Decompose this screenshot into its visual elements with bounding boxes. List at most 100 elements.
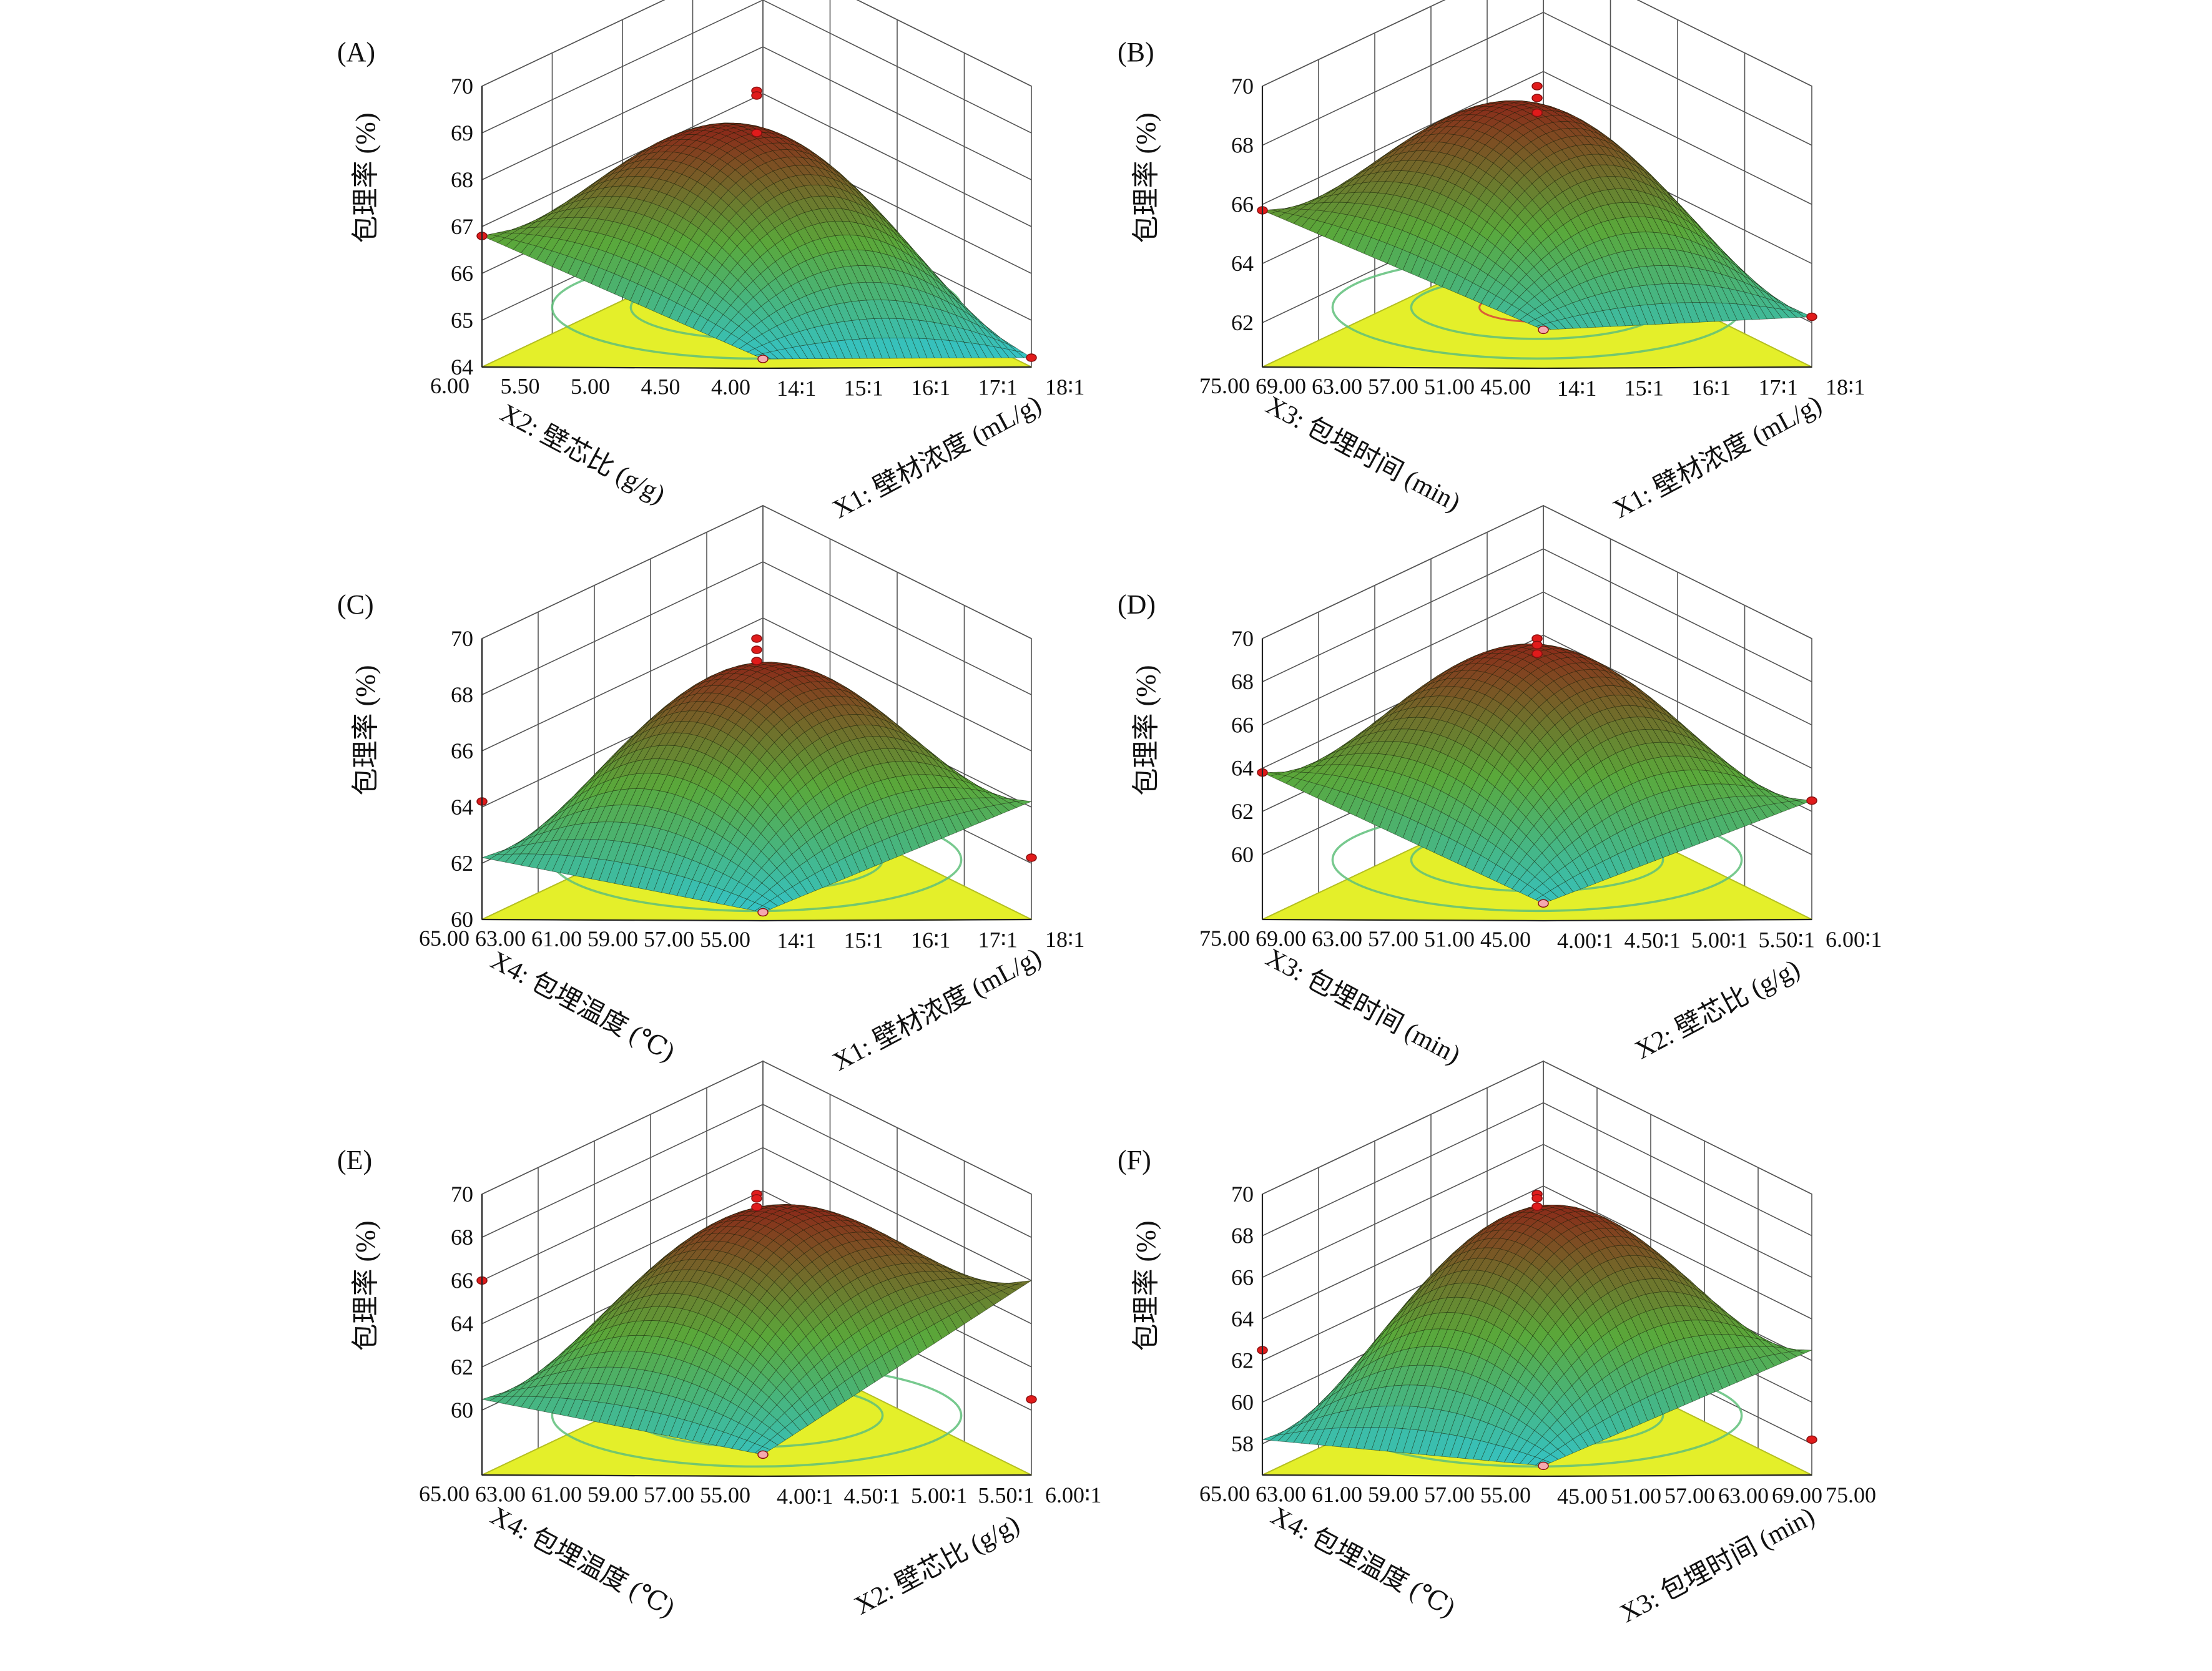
z-tick-label: 69 (451, 120, 473, 145)
design-point (1531, 108, 1543, 117)
z-tick-label: 65 (451, 308, 473, 333)
surface-plot: 626466687045.0051.0057.0063.0069.0075.00… (1118, 0, 1865, 524)
z-axis-title: 包理率 (%) (1131, 113, 1161, 243)
z-tick-label: 70 (1231, 74, 1254, 99)
design-points (476, 86, 1037, 363)
z-tick-label: 68 (1231, 133, 1254, 158)
design-point (1531, 94, 1543, 102)
panel-label: (A) (337, 37, 375, 67)
z-tick-label: 68 (451, 682, 473, 707)
right-axis-tick-label: 14∶1 (777, 928, 816, 953)
left-axis-tick-label: 55.00 (700, 927, 750, 952)
design-point (1531, 82, 1543, 91)
design-point (1538, 325, 1549, 335)
z-tick-label: 60 (451, 907, 473, 932)
z-gridline (1262, 71, 1812, 205)
left-axis-tick-label: 51.00 (1424, 375, 1475, 399)
left-axis-tick-label: 63.00 (1312, 374, 1362, 399)
design-point (757, 355, 769, 363)
right-axis-tick-label: 15∶1 (844, 928, 883, 953)
z-tick-label: 64 (451, 355, 473, 380)
z-tick-label: 64 (451, 795, 473, 820)
left-axis-tick-label: 6.00 (430, 373, 469, 398)
right-axis-tick-label: 16∶1 (911, 375, 950, 400)
right-axis-tick-label: 14∶1 (1557, 376, 1596, 401)
right-axis-title: X1: 壁材浓度 (mL/g) (828, 943, 1046, 1077)
z-gridline (1262, 11, 1812, 146)
z-tick-label: 66 (451, 261, 473, 286)
floor-axes (1262, 366, 1812, 370)
z-gridline (481, 0, 1032, 87)
left-axis-tick-label: 59.00 (587, 926, 638, 951)
right-axis-tick-label: 17∶1 (1759, 375, 1798, 400)
right-axis-tick-label: 17∶1 (978, 928, 1018, 953)
z-gridline (481, 93, 1032, 227)
left-axis-title: X2: 壁芯比 (g/g) (496, 399, 670, 510)
surface-panel: 64 65 66 67 68 69 70 4.00 4.50 5.00 5.50 6.00 14∶1 15… (337, 0, 1086, 562)
right-axis-title: X1: 壁材浓度 (mL/g) (828, 390, 1046, 524)
left-axis-tick-label: 57.00 (1368, 374, 1418, 399)
panel-label: (B) (1118, 37, 1154, 67)
floor-axes (481, 918, 1032, 922)
response-surface (1262, 644, 1812, 904)
response-surface (1262, 100, 1812, 330)
design-point (751, 91, 762, 100)
surface-plot: 64 65 66 67 68 69 70 4.00 4.50 5.00 5.50 6.00 14∶1 15… (337, 0, 1084, 524)
right-axis-tick-label: 18∶1 (1045, 375, 1084, 399)
design-point (1026, 353, 1037, 362)
z-tick-label: 66 (451, 738, 473, 763)
right-axis-tick-label: 17∶1 (978, 375, 1018, 400)
z-tick-label: 66 (1231, 192, 1254, 217)
right-axis-tick-label: 15∶1 (1625, 376, 1664, 401)
z-tick-label: 62 (1231, 310, 1254, 335)
design-point (751, 657, 762, 665)
design-point (757, 908, 769, 917)
left-axis-tick-label: 5.50 (501, 374, 540, 399)
left-axis-tick-label: 63.00 (475, 926, 526, 951)
right-axis-tick-label: 18∶1 (1826, 375, 1865, 399)
left-axis-tick-label: 65.00 (419, 926, 469, 951)
z-tick-label: 62 (451, 851, 473, 876)
design-point (1806, 312, 1817, 321)
z-gridline (481, 0, 1032, 134)
z-gridline (1262, 634, 1812, 769)
left-axis-tick-label: 4.00 (711, 375, 750, 399)
design-point (751, 129, 762, 137)
z-tick-label: 70 (451, 74, 473, 99)
surface-plot: 60626466687045.0051.0057.0063.0069.0075.… (1118, 504, 1882, 1070)
z-gridline (1262, 505, 1812, 639)
z-gridline (481, 561, 1032, 695)
left-axis-title: X3: 包埋时间 (min) (1261, 391, 1465, 517)
panel-label: (C) (337, 589, 374, 620)
z-gridline (1262, 0, 1812, 87)
z-gridline (481, 505, 1032, 639)
surface-panel: 62 64 66 68 70 45.00 51.00 57.00 63.00 69.00 75.00… (1118, 0, 1867, 562)
floor-axes (481, 366, 1032, 370)
left-axis-tick-label: 45.00 (1480, 375, 1531, 399)
response-surface (481, 122, 1033, 360)
surface-plot: 60626466687055.0057.0059.0061.0063.0065.… (337, 504, 1084, 1077)
left-axis-title: X4: 包埋温度 (℃) (486, 946, 679, 1067)
design-point (751, 634, 762, 643)
surface-panel: 60 62 64 66 68 70 45.00 51.00 57.00 63.00 69.00 75.… (1118, 504, 1882, 1114)
right-axis-tick-label: 14∶1 (777, 376, 816, 401)
right-axis-tick-label: 16∶1 (911, 928, 950, 953)
z-gridline (1262, 591, 1812, 726)
z-gridline (481, 617, 1032, 752)
right-axis-tick-label: 15∶1 (844, 376, 883, 401)
surface-panel: 60 62 64 66 68 70 55.00 57.00 59.00 61.00 63.00 65.… (337, 504, 1086, 1114)
right-axis-tick-label: 18∶1 (1045, 927, 1084, 952)
left-axis-tick-label: 75.00 (1199, 373, 1250, 398)
left-axis-tick-label: 5.00 (571, 374, 610, 399)
left-axis-tick-label: 4.50 (641, 375, 681, 399)
z-tick-label: 67 (451, 214, 473, 239)
z-gridline (481, 46, 1032, 180)
z-axis-title: 包理率 (%) (350, 113, 381, 243)
z-tick-label: 68 (451, 167, 473, 192)
z-gridline (1262, 548, 1812, 682)
left-axis-tick-label: 61.00 (531, 926, 582, 951)
right-axis-tick-label: 16∶1 (1691, 375, 1731, 400)
design-point (1026, 853, 1037, 862)
design-point (751, 645, 762, 654)
